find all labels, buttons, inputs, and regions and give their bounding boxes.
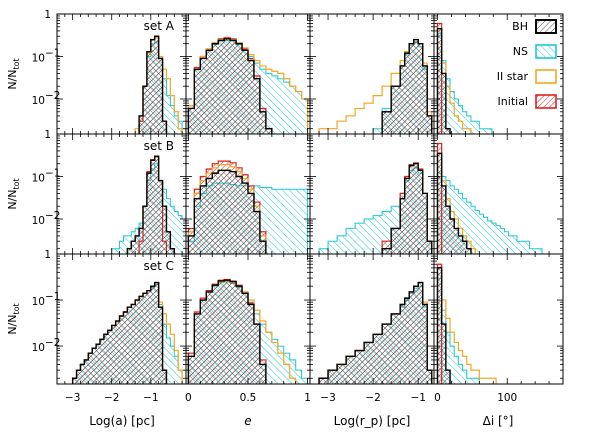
ytick-label: 10	[32, 52, 45, 64]
xtick-label: 0	[185, 392, 192, 404]
panel-A-e	[185, 13, 311, 135]
xlabel-rp: Log(r_p) [pc]	[334, 414, 411, 428]
panel-B-di	[433, 133, 564, 255]
hist-bh	[436, 28, 451, 134]
ytick-label: 1	[44, 9, 51, 21]
legend-swatch	[535, 19, 557, 34]
hist-ns	[436, 277, 480, 384]
ytick-exponent: −2	[45, 337, 60, 349]
xtick-label: −3	[65, 392, 80, 404]
hist-bh-fill-cross	[72, 282, 167, 384]
panel-C-a: set C	[56, 253, 187, 385]
hist-bh-fill-cross	[188, 170, 266, 254]
panel-B-e	[185, 133, 311, 255]
legend-swatch	[535, 44, 557, 59]
hist-bh-fill-cross	[188, 38, 272, 134]
ytick-exponent: −1	[45, 47, 60, 59]
xtick-label: 0	[434, 392, 441, 404]
hist-bh	[381, 38, 433, 134]
ytick-exponent: −2	[45, 210, 60, 222]
hist-bh	[71, 281, 168, 384]
hist-bh	[318, 281, 433, 384]
ylabel: N/Ntot	[6, 178, 21, 209]
hist-ns	[436, 172, 543, 254]
hist-bh	[187, 169, 267, 254]
hist-bh-fill-cross	[382, 163, 432, 254]
row-label-C: set C	[143, 259, 174, 273]
xlabel-a: Log(a) [pc]	[89, 414, 155, 428]
hist-bh	[436, 267, 451, 384]
panels-layer: set A set B set C	[56, 13, 564, 385]
hist-bh	[138, 35, 168, 134]
panel-C-di	[433, 253, 564, 385]
row-label-B: set B	[144, 139, 174, 153]
ytick-label: 10	[32, 296, 45, 308]
ytick-exponent: −2	[45, 90, 60, 102]
hist-bh-fill-cross	[437, 267, 451, 384]
panel-B-a: set B	[56, 133, 187, 255]
panel-A-rp	[309, 13, 435, 135]
ylabel: N/Ntot	[6, 303, 21, 334]
hist-bh	[436, 152, 472, 254]
legend-swatch	[535, 69, 557, 84]
hist-ii-star	[436, 30, 472, 134]
ytick-label: 10	[32, 342, 45, 354]
hist-bh	[381, 163, 433, 254]
hist-bh-fill-cross	[437, 153, 471, 254]
hist-bh	[187, 279, 267, 384]
panel-A-di	[433, 13, 564, 135]
hist-bh-fill-cross	[382, 39, 432, 134]
panel-A-a: set A	[56, 13, 187, 135]
ytick-label: 10	[32, 95, 45, 107]
xtick-label: 1	[304, 392, 311, 404]
ytick-exponent: −1	[45, 291, 60, 303]
ytick-label: 10	[32, 215, 45, 227]
hist-bh-fill-cross	[188, 280, 266, 384]
hist-ii-star	[187, 164, 267, 254]
panel-frame	[433, 253, 564, 385]
hist-bh-fill-cross	[319, 282, 432, 384]
legend: BH NS II star Initial	[497, 19, 557, 109]
xtick-label: −3	[320, 392, 335, 404]
panel-C-rp	[309, 253, 435, 385]
panel-C-e	[185, 253, 311, 385]
xtick-label: 100	[497, 392, 517, 404]
row-label-A: set A	[144, 19, 175, 33]
ylabel: N/Ntot	[6, 58, 21, 89]
legend-label: Initial	[498, 95, 528, 108]
xtick-label: −1	[410, 392, 425, 404]
xtick-label: −2	[104, 392, 119, 404]
xtick-label: 0.5	[240, 392, 257, 404]
xtick-label: −2	[365, 392, 380, 404]
ytick-label: 1	[44, 249, 51, 261]
legend-label: BH	[512, 20, 528, 33]
panel-B-rp	[309, 133, 435, 255]
legend-label: NS	[513, 45, 528, 58]
hist-ii-star	[436, 267, 497, 384]
ytick-label: 1	[44, 129, 51, 141]
ytick-label: 10	[32, 172, 45, 184]
legend-swatch	[535, 94, 557, 109]
legend-label: II star	[497, 70, 529, 83]
xtick-label: −1	[143, 392, 158, 404]
hist-ii-star	[134, 36, 183, 134]
hist-bh	[187, 38, 273, 134]
hist-bh	[126, 155, 175, 254]
xlabel-e: e	[244, 414, 251, 428]
xlabel-di: Δi [°]	[483, 414, 514, 428]
hist-bh-fill-cross	[139, 36, 167, 134]
hist-bh-fill-cross	[437, 28, 451, 134]
ytick-exponent: −1	[45, 167, 60, 179]
